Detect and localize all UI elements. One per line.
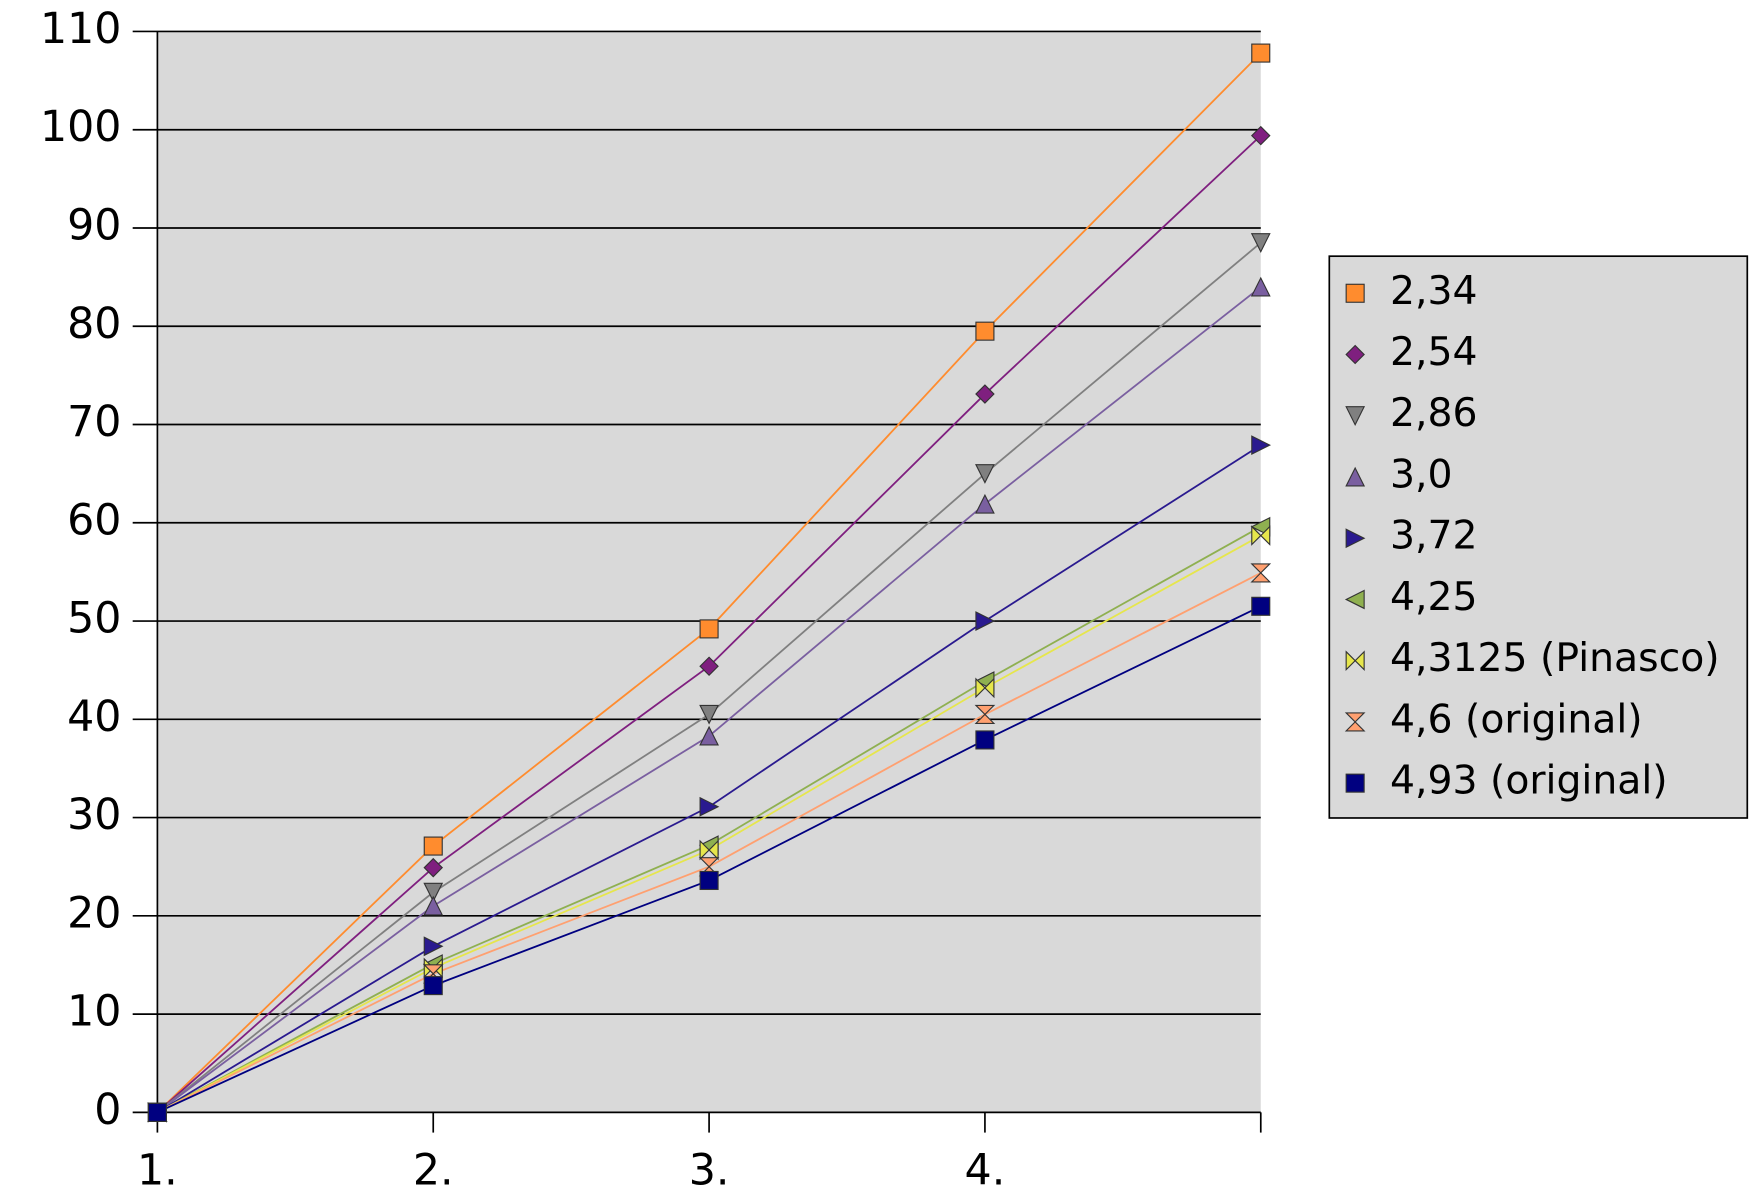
data-point — [975, 321, 995, 341]
data-point — [975, 384, 995, 404]
data-point — [1251, 435, 1272, 456]
data-point — [1251, 525, 1271, 546]
data-point — [1250, 233, 1271, 253]
data-point — [975, 493, 995, 514]
y-tick-label: 40 — [67, 692, 121, 742]
legend-marker — [1345, 650, 1365, 672]
legend-label: 3,72 — [1390, 514, 1478, 559]
y-tick-label: 30 — [67, 790, 121, 840]
legend-marker — [1345, 528, 1366, 549]
y-tick-label: 20 — [67, 888, 121, 938]
data-point — [975, 464, 995, 484]
data-point — [975, 730, 995, 750]
legend-marker — [1345, 344, 1365, 365]
legend-marker — [1345, 466, 1366, 487]
data-point — [423, 895, 444, 916]
data-point — [699, 870, 719, 891]
legend-label: 4,93 (original) — [1390, 759, 1668, 804]
legend-marker — [1344, 712, 1366, 732]
y-tick-label: 70 — [67, 397, 121, 447]
data-point — [699, 704, 719, 725]
legend — [1328, 255, 1749, 819]
y-tick-label: 100 — [40, 102, 121, 152]
y-tick-label: 80 — [67, 299, 121, 349]
data-point — [147, 1102, 167, 1122]
y-tick-label: 90 — [67, 200, 121, 250]
data-point — [699, 839, 719, 861]
data-point — [423, 936, 444, 957]
y-tick-label: 10 — [67, 987, 121, 1037]
legend-marker — [1344, 589, 1365, 610]
legend-label: 2,34 — [1390, 269, 1478, 314]
x-tick-label: 3. — [689, 1146, 730, 1196]
data-point — [699, 656, 719, 677]
data-point — [975, 611, 996, 631]
data-point — [974, 704, 996, 724]
data-point — [423, 882, 444, 903]
legend-marker — [1345, 773, 1365, 793]
legend-label: 2,86 — [1390, 391, 1478, 436]
data-point — [423, 857, 444, 878]
legend-label: 4,25 — [1390, 575, 1478, 620]
y-tick-label: 50 — [67, 594, 121, 644]
x-tick-label: 2. — [413, 1146, 454, 1196]
plot-area — [157, 31, 1261, 1113]
data-point — [1251, 43, 1271, 63]
data-point — [1251, 596, 1271, 616]
legend-label: 3,0 — [1390, 452, 1453, 497]
y-tick-label: 60 — [67, 495, 121, 545]
data-point — [423, 976, 443, 996]
data-point — [1250, 276, 1271, 297]
data-point — [1250, 125, 1271, 146]
legend-marker — [1345, 406, 1366, 426]
legend-label: 4,3125 (Pinasco) — [1390, 636, 1720, 681]
x-tick-label: 4. — [965, 1146, 1006, 1196]
data-point — [699, 796, 720, 817]
data-point — [1250, 563, 1272, 583]
y-tick-label: 0 — [94, 1085, 121, 1135]
legend-label: 2,54 — [1390, 330, 1478, 375]
legend-marker — [1345, 283, 1365, 303]
data-point — [975, 677, 995, 699]
data-point — [423, 836, 443, 856]
x-tick-label: 1. — [137, 1146, 178, 1196]
y-tick-label: 110 — [40, 4, 121, 54]
legend-label: 4,6 (original) — [1390, 697, 1643, 742]
data-point — [699, 725, 719, 746]
data-point — [699, 619, 719, 639]
